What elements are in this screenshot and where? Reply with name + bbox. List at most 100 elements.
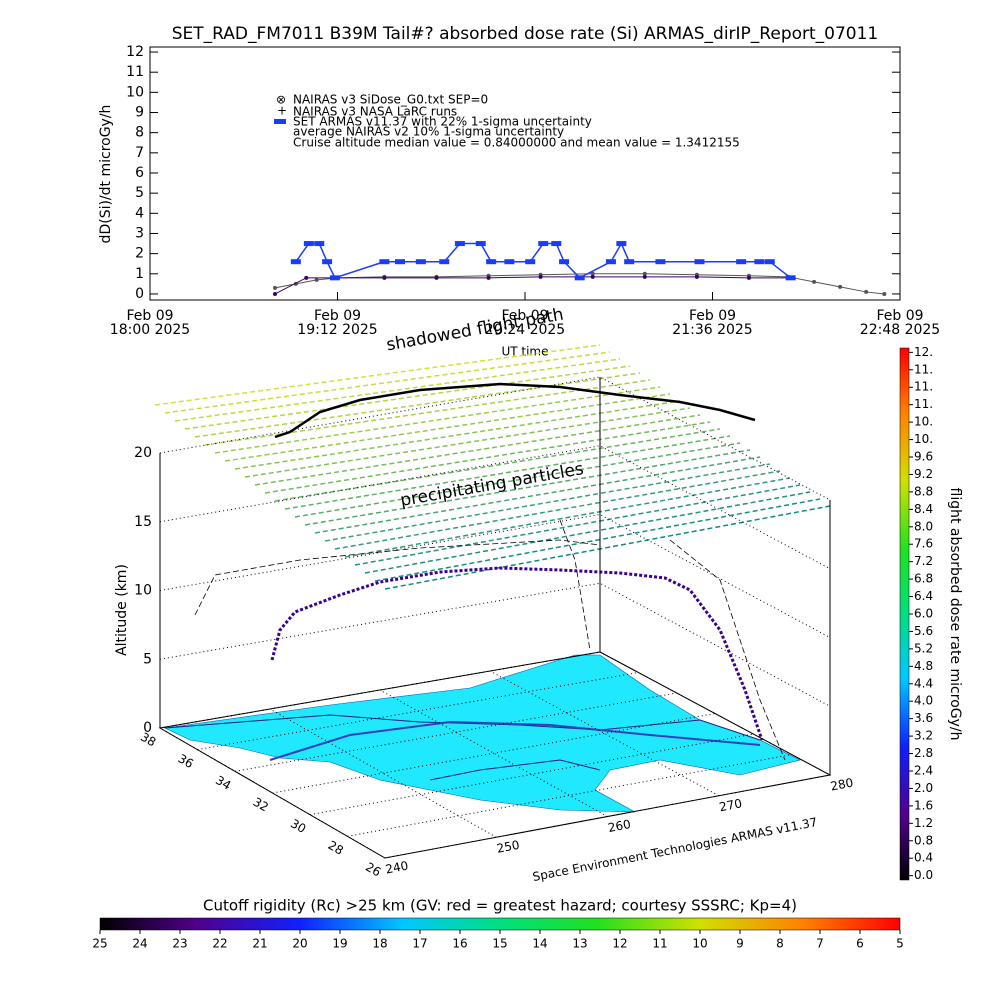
colorbar-tick-label: 23 xyxy=(172,937,187,951)
map-border xyxy=(429,759,601,781)
particle-line xyxy=(314,456,761,534)
ground-track xyxy=(269,720,761,761)
colorbar-tick-label: 11 xyxy=(652,937,667,951)
data-point xyxy=(379,259,390,265)
map-gap xyxy=(370,790,480,838)
data-point xyxy=(864,289,869,294)
legend-text: NAIRAS v3 SiDose_G0.txt SEP=0 xyxy=(293,93,488,107)
data-point xyxy=(525,259,536,265)
particle-line xyxy=(164,351,611,414)
legend-symbol: + xyxy=(277,104,287,118)
particle-line xyxy=(244,407,691,478)
flight-path xyxy=(270,566,764,741)
data-point xyxy=(454,241,465,247)
colorbar-tick-label: 8 xyxy=(776,937,784,951)
precipitation-planes xyxy=(154,344,831,590)
data-point xyxy=(694,274,699,279)
y-tick-label: 6 xyxy=(135,165,144,181)
particle-line xyxy=(224,393,671,462)
data-point xyxy=(605,259,616,265)
data-point xyxy=(551,241,562,247)
chart-title: SET_RAD_FM7011 B39M Tail#? absorbed dose… xyxy=(172,24,879,44)
data-point xyxy=(415,259,426,265)
data-point xyxy=(329,275,340,281)
colorbar-vertical xyxy=(899,347,910,881)
lon-grid-line xyxy=(159,727,386,859)
colorbar-tick-label: 2.0 xyxy=(914,781,933,795)
projection-line xyxy=(194,539,601,616)
colorbar-tick-label: 12. xyxy=(914,345,933,359)
particle-line xyxy=(154,344,601,406)
particle-line xyxy=(184,365,631,430)
y-tick-label: 12 xyxy=(126,44,144,60)
colorbar-tick-label: 8.4 xyxy=(914,502,933,516)
data-point xyxy=(538,274,543,279)
lat-tick-label: 32 xyxy=(251,795,271,815)
axes-3d xyxy=(158,376,832,859)
colorbar-tick-label: 9 xyxy=(736,937,744,951)
colorbar-tick-label: 4.0 xyxy=(914,694,933,708)
data-point xyxy=(624,259,635,265)
particle-line xyxy=(204,379,651,446)
data-point xyxy=(439,259,450,265)
data-point xyxy=(395,259,405,265)
data-point xyxy=(590,274,595,279)
map-land xyxy=(163,654,801,813)
data-point xyxy=(314,241,325,247)
colorbar-tick-label: 11. xyxy=(914,362,933,376)
particle-line xyxy=(294,442,741,518)
colorbar-tick-label: 10. xyxy=(914,415,933,429)
data-point xyxy=(559,259,570,265)
data-point xyxy=(655,259,666,265)
colorbar-tick-label: 2.8 xyxy=(914,746,933,760)
data-point xyxy=(736,259,747,265)
legend-symbols: ⊗ + xyxy=(274,93,287,124)
legend-symbol xyxy=(274,119,286,124)
data-point xyxy=(882,291,887,296)
lat-tick-label: 34 xyxy=(213,773,233,793)
colorbar-tick-label: 11. xyxy=(914,380,933,394)
colorbar-tick-label: 21 xyxy=(252,937,267,951)
z-tick-label: 15 xyxy=(134,514,152,530)
colorbar-tick-label: 6.8 xyxy=(914,572,933,586)
data-point xyxy=(304,275,309,280)
particle-line xyxy=(324,463,771,542)
data-point xyxy=(590,271,595,276)
y-tick-label: 10 xyxy=(126,84,144,100)
y-tick-label: 9 xyxy=(135,105,144,121)
colorbar-tick-label: 4.4 xyxy=(914,676,933,690)
data-point xyxy=(273,291,277,296)
x-tick-label: Feb 09 xyxy=(689,308,736,324)
colorbar-tick-label: 6 xyxy=(856,937,864,951)
colorbar-tick-label: 5 xyxy=(896,937,904,951)
y-tick-label: 1 xyxy=(135,266,144,282)
lat-tick-label: 28 xyxy=(326,838,346,858)
y-tick-label: 3 xyxy=(135,225,144,241)
data-point xyxy=(785,275,796,281)
x-tick-label: Feb 09 xyxy=(501,308,548,324)
data-point xyxy=(314,277,319,282)
x-tick-label: 18:00 2025 xyxy=(110,322,190,338)
x-tick-label: Feb 09 xyxy=(314,308,361,324)
x-tick-label: 22:48 2025 xyxy=(860,322,940,338)
particle-line xyxy=(384,505,831,590)
lon-grid-line xyxy=(379,689,608,817)
data-point xyxy=(504,259,515,265)
colorbar-tick-label: 0.8 xyxy=(914,833,933,847)
data-point xyxy=(694,259,705,265)
colorbar-tick-label: 24 xyxy=(132,937,147,951)
credit: Space Environment Technologies ARMAS v11… xyxy=(531,815,818,884)
colorbar-tick-label: 18 xyxy=(372,937,387,951)
particle-line xyxy=(364,491,811,574)
particle-line xyxy=(234,400,681,470)
colorbar-tick-label: 5.2 xyxy=(914,641,933,655)
data-point xyxy=(838,284,843,289)
colorbar-tick-label: 6.0 xyxy=(914,607,933,621)
colorbar-tick-label: 13 xyxy=(572,937,587,951)
colorbar-tick-label: 10. xyxy=(914,432,933,446)
lon-tick-label: 280 xyxy=(829,775,854,793)
lat-grid-line xyxy=(197,672,639,751)
y-tick-label: 0 xyxy=(135,286,144,302)
data-point xyxy=(642,271,647,276)
